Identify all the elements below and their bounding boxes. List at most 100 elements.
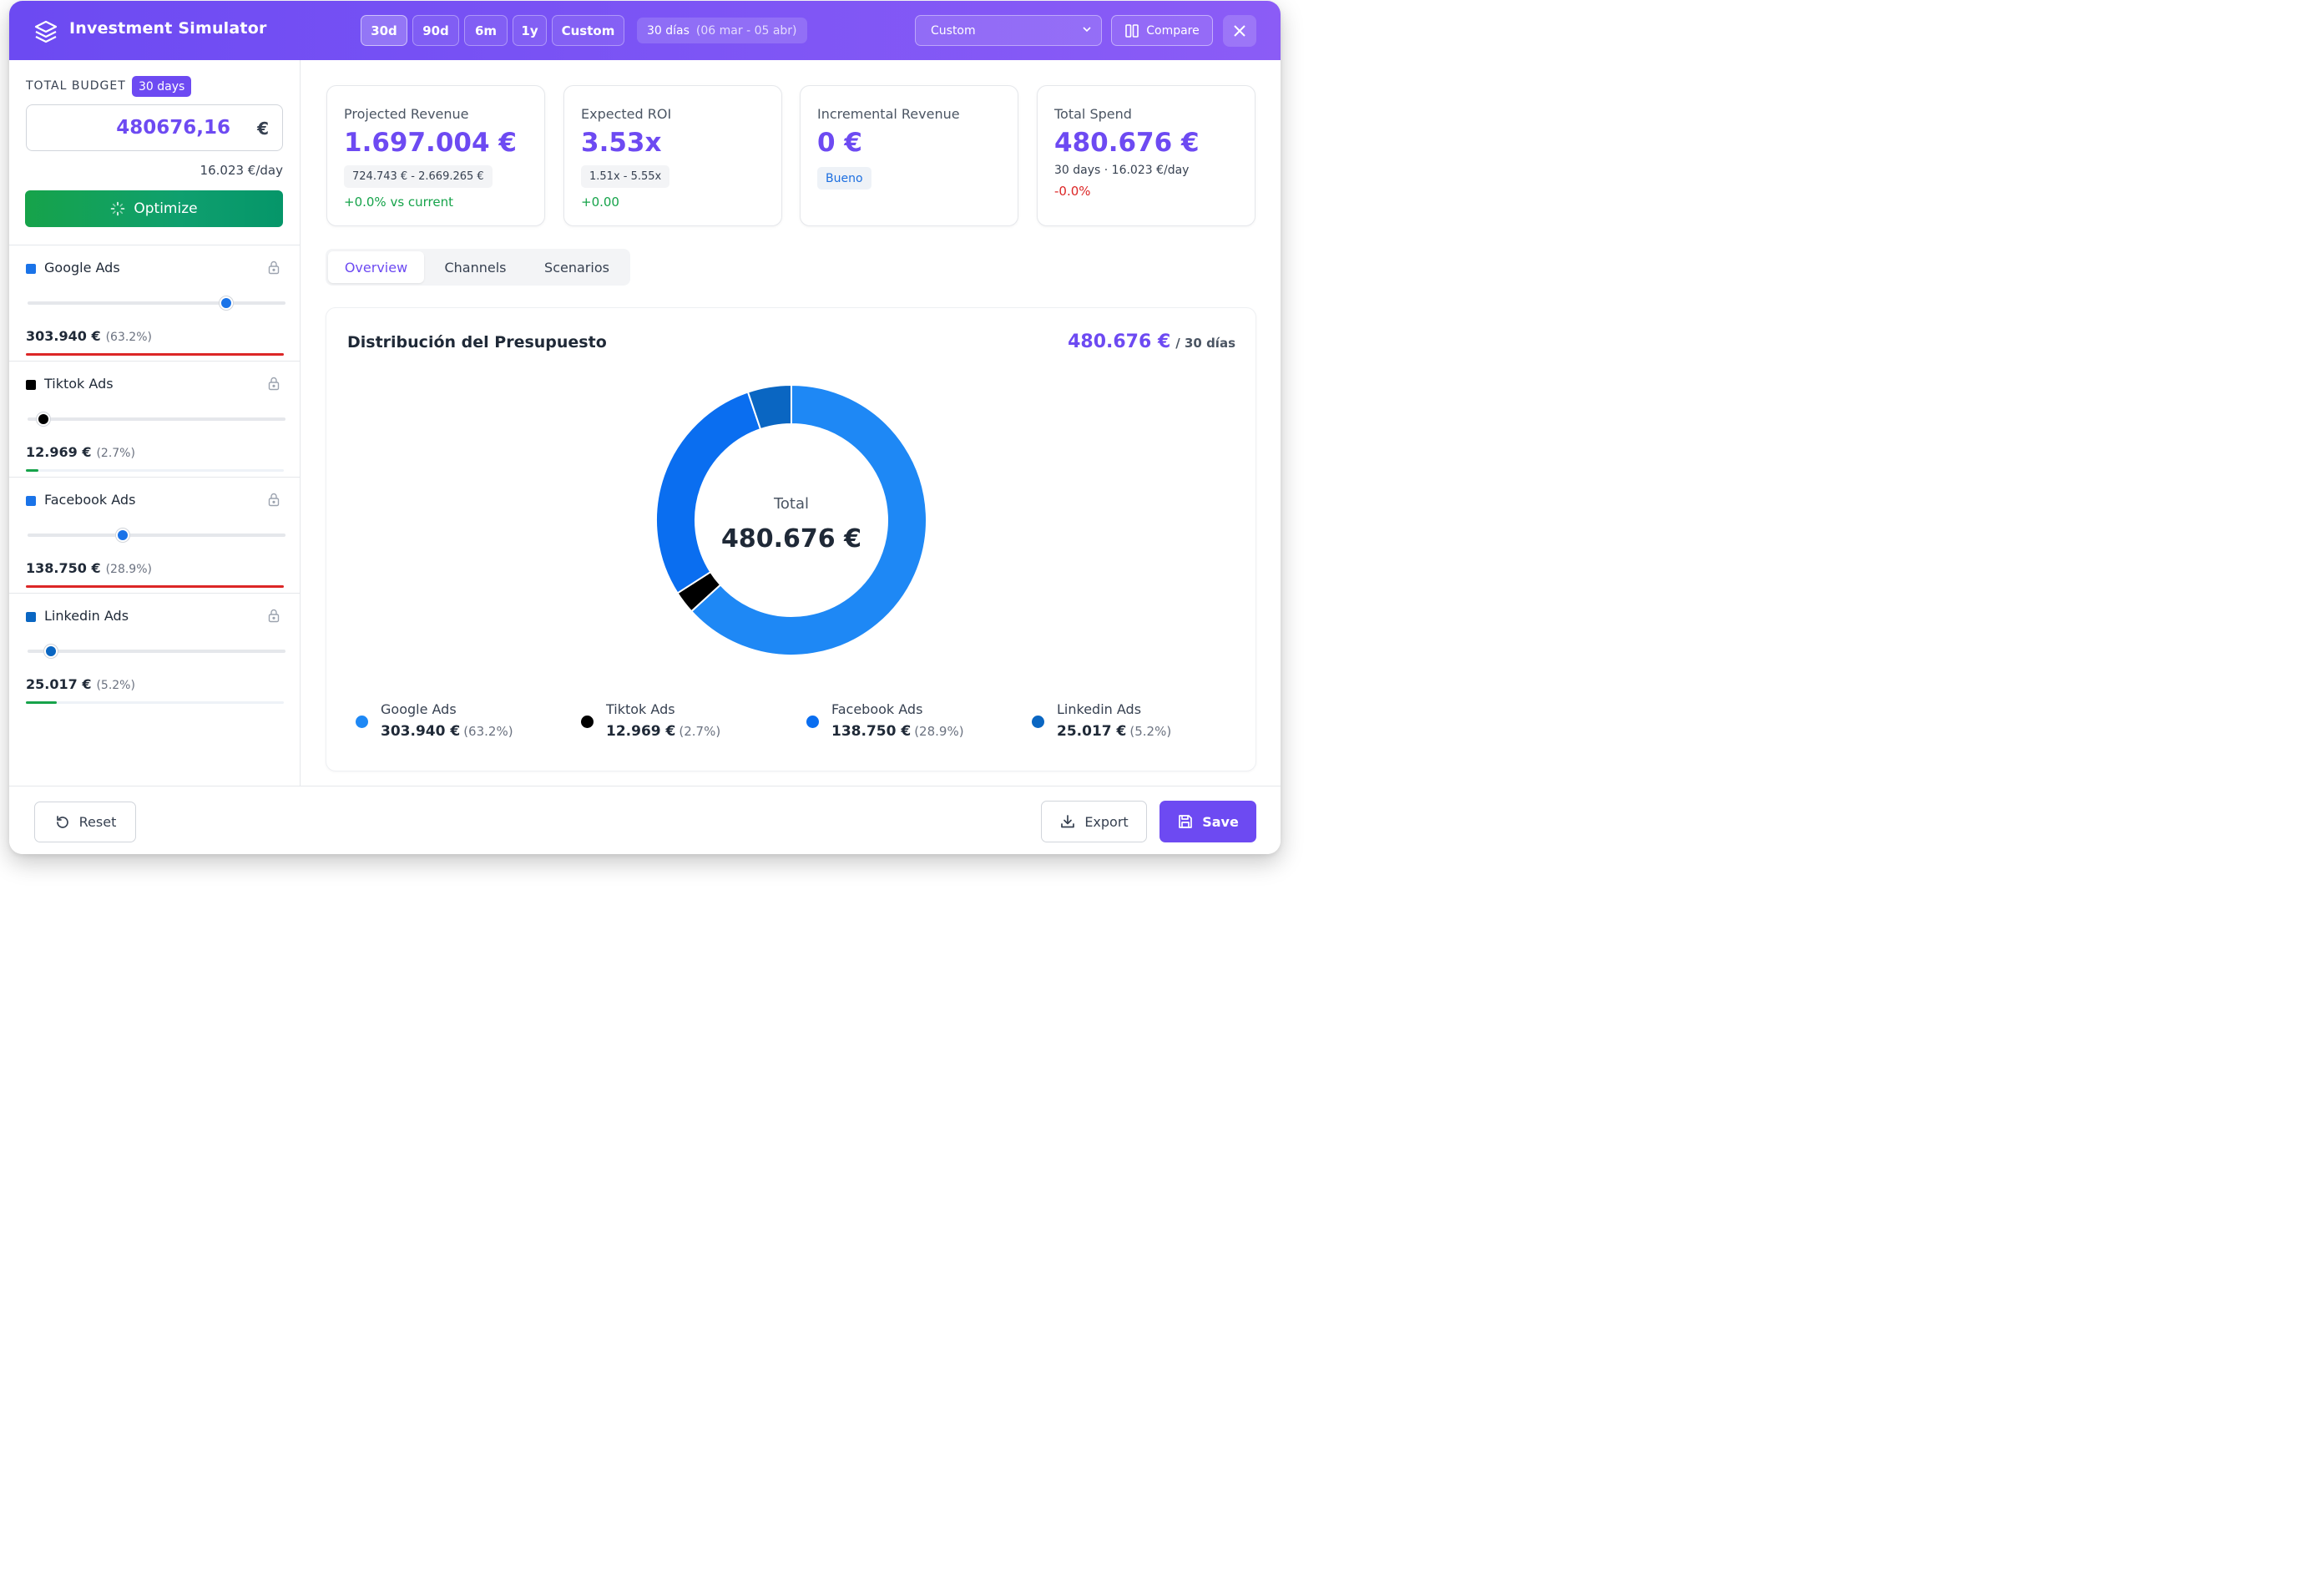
- range-button-30d[interactable]: 30d: [361, 15, 407, 46]
- channel-percent: (63.2%): [105, 331, 152, 344]
- legend-dot: [356, 716, 368, 728]
- tab-overview[interactable]: Overview: [328, 251, 424, 283]
- channel-row: Facebook Ads 138.750 € (28.9%): [9, 478, 301, 593]
- legend-name: Facebook Ads: [831, 701, 923, 717]
- range-label-dates: (06 mar - 05 abr): [695, 23, 797, 38]
- budget-period-badge: 30 days: [132, 76, 192, 97]
- legend-value: 12.969 € (2.7%): [606, 723, 720, 740]
- header-bar: Investment Simulator 30d 90d 6m 1y Custo…: [9, 1, 1281, 60]
- total-budget-label: TOTAL BUDGET: [26, 79, 126, 93]
- legend-percent: (2.7%): [679, 724, 721, 739]
- channel-slider-track[interactable]: [28, 650, 285, 653]
- lock-icon[interactable]: [267, 492, 280, 507]
- legend-percent: (63.2%): [463, 724, 513, 739]
- scenario-select-value: Custom: [931, 23, 976, 38]
- range-button-custom[interactable]: Custom: [552, 15, 624, 46]
- chart-total: 480.676 € / 30 días: [1068, 331, 1235, 352]
- divider: [9, 593, 301, 594]
- save-button[interactable]: Save: [1159, 801, 1256, 842]
- kpi-subtitle: 30 days · 16.023 €/day: [1054, 164, 1190, 177]
- reset-label: Reset: [78, 814, 117, 830]
- legend-item: Google Ads 303.940 € (63.2%): [356, 700, 548, 750]
- legend-percent: (28.9%): [914, 724, 964, 739]
- total-budget-input[interactable]: 480676,16 €: [26, 104, 283, 151]
- kpi-value: 3.53x: [581, 128, 662, 158]
- spinner-icon: [111, 201, 125, 216]
- legend-value: 303.940 € (63.2%): [381, 723, 513, 740]
- donut-slice-google-ads[interactable]: [690, 383, 927, 656]
- budget-distribution-card: Total 480.676 € Distribución del Presupue…: [326, 307, 1256, 771]
- legend-amount: 12.969 €: [606, 723, 676, 740]
- kpi-projected-revenue: Projected Revenue 1.697.004 € 724.743 € …: [326, 85, 545, 226]
- view-tabs: Overview Channels Scenarios: [326, 249, 630, 286]
- channel-progress-bar: [26, 701, 284, 704]
- channel-amount-value: 138.750 €: [26, 560, 101, 576]
- kpi-title: Expected ROI: [581, 106, 672, 122]
- kpi-delta: +0.0% vs current: [344, 195, 454, 210]
- budget-per-day: 16.023 €/day: [200, 163, 283, 178]
- download-icon: [1061, 815, 1075, 828]
- legend-dot: [581, 716, 594, 728]
- legend-name: Linkedin Ads: [1057, 701, 1142, 717]
- channel-slider-thumb[interactable]: [43, 645, 58, 658]
- donut-slice-facebook-ads[interactable]: [655, 391, 762, 594]
- optimize-button[interactable]: Optimize: [25, 190, 283, 227]
- tab-channels[interactable]: Channels: [444, 259, 507, 276]
- legend-value: 25.017 € (5.2%): [1057, 723, 1171, 740]
- range-button-1y[interactable]: 1y: [513, 15, 547, 46]
- channel-percent: (5.2%): [96, 679, 135, 692]
- save-label: Save: [1202, 813, 1239, 830]
- channel-name: Linkedin Ads: [44, 608, 129, 624]
- chart-title: Distribución del Presupuesto: [347, 333, 607, 351]
- channel-percent: (2.7%): [96, 447, 135, 460]
- tab-scenarios[interactable]: Scenarios: [544, 259, 609, 276]
- lock-icon[interactable]: [267, 260, 280, 275]
- kpi-title: Total Spend: [1054, 106, 1132, 122]
- scenario-select[interactable]: Custom: [915, 15, 1102, 46]
- channel-color-dot: [26, 380, 36, 390]
- channel-row: Linkedin Ads 25.017 € (5.2%): [9, 594, 301, 709]
- donut-center-value: 480.676 €: [721, 524, 861, 554]
- donut-slice-linkedin-ads[interactable]: [746, 383, 792, 431]
- channel-amount: 25.017 € (5.2%): [26, 676, 135, 692]
- compare-button[interactable]: Compare: [1111, 15, 1213, 46]
- legend-percent: (5.2%): [1129, 724, 1172, 739]
- budget-donut-chart: Total 480.676 €: [655, 383, 927, 656]
- channel-amount: 303.940 € (63.2%): [26, 328, 152, 344]
- range-button-6m[interactable]: 6m: [464, 15, 508, 46]
- close-button[interactable]: [1223, 15, 1256, 47]
- channel-slider-thumb[interactable]: [116, 529, 130, 542]
- budget-sidebar: TOTAL BUDGET 30 days 480676,16 € 16.023 …: [9, 60, 301, 786]
- channel-progress-bar: [26, 585, 284, 588]
- lock-icon[interactable]: [267, 376, 280, 391]
- channel-color-dot: [26, 264, 36, 274]
- channel-slider-thumb[interactable]: [219, 296, 233, 310]
- channel-slider-thumb[interactable]: [36, 412, 50, 426]
- channel-amount: 138.750 € (28.9%): [26, 560, 152, 576]
- kpi-status-badge: Bueno: [817, 167, 872, 190]
- channel-amount: 12.969 € (2.7%): [26, 444, 135, 460]
- legend-amount: 303.940 €: [381, 723, 461, 740]
- channel-name: Tiktok Ads: [44, 376, 114, 392]
- legend-item: Facebook Ads 138.750 € (28.9%): [806, 700, 998, 750]
- channel-slider-track[interactable]: [28, 534, 285, 537]
- channel-name: Google Ads: [44, 260, 120, 276]
- optimize-label: Optimize: [134, 200, 198, 217]
- channel-name: Facebook Ads: [44, 492, 136, 508]
- reset-button[interactable]: Reset: [34, 802, 136, 842]
- range-button-90d[interactable]: 90d: [412, 15, 459, 46]
- channel-progress-fill: [26, 701, 58, 704]
- channel-row: Google Ads 303.940 € (63.2%): [9, 245, 301, 361]
- channel-slider-track[interactable]: [28, 417, 285, 421]
- channel-progress-fill: [26, 469, 39, 472]
- divider: [9, 477, 301, 478]
- legend-name: Tiktok Ads: [606, 701, 675, 717]
- reset-icon: [56, 815, 68, 828]
- channel-progress-fill: [26, 353, 284, 356]
- channel-slider-track[interactable]: [28, 301, 285, 305]
- donut-center-label: Total: [773, 495, 809, 513]
- legend-dot: [806, 716, 819, 728]
- export-button[interactable]: Export: [1041, 801, 1147, 842]
- lock-icon[interactable]: [267, 608, 280, 623]
- channel-amount-value: 12.969 €: [26, 444, 92, 460]
